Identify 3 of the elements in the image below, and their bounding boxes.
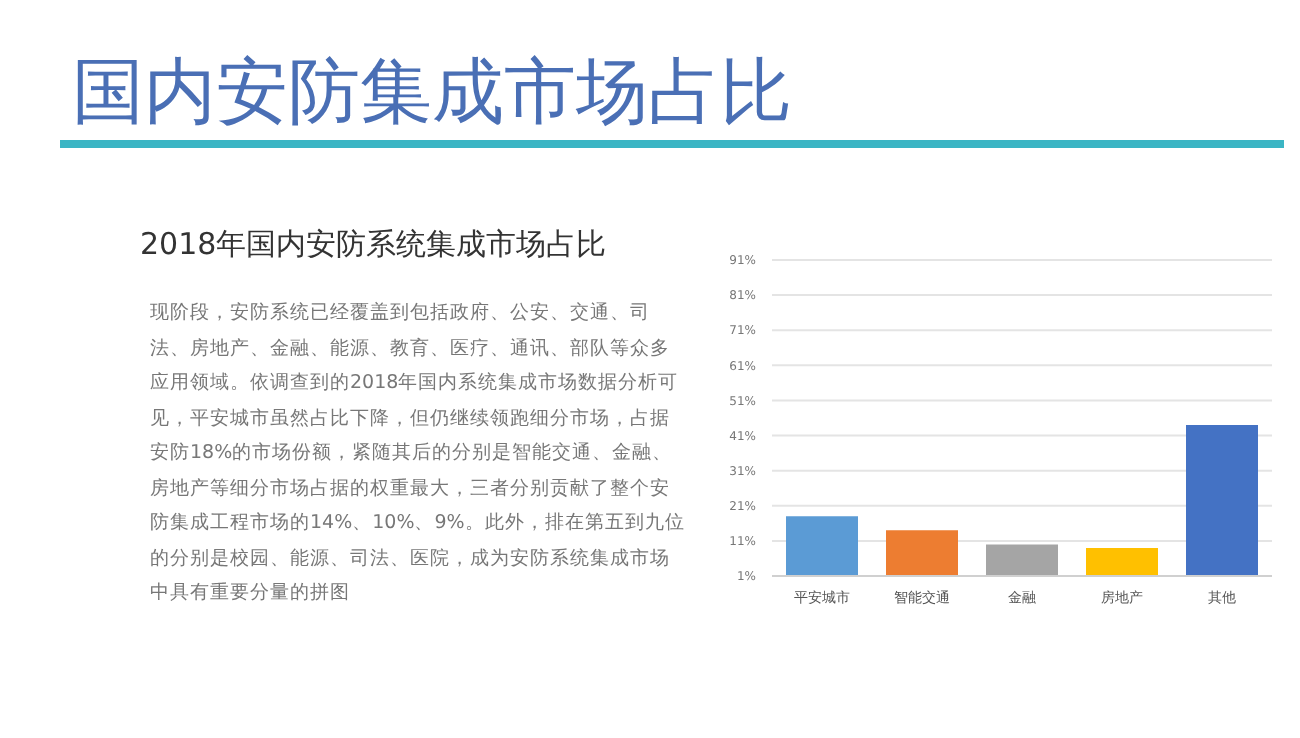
text: 现阶段，安防系统已经覆盖到包括政府、公安、交通、司法、房地产、金融、能源、教育、医疗、通讯、部队等众多应用领域。依调查到的2018年国内系统集成市场数据分析可见，平安城市虽然占比下降，但仍继续领跑细分市场，占据安防18%的市场份额，紧随其后的分别是智能交通、金融、房地产等细分市场占据的权重最大，三者分别贡献了整个安防集成工程市场的14%、10%、9%。此外，排在第五到九位的分别是校园、能源、司法、医院，成为安防系统集成市场中具有重要分量的拼图: [150, 302, 685, 604]
text: 2018年国内安防系统集成市场占比: [140, 226, 607, 264]
chart-title: 国内安防集成市场占比: [72, 50, 792, 138]
